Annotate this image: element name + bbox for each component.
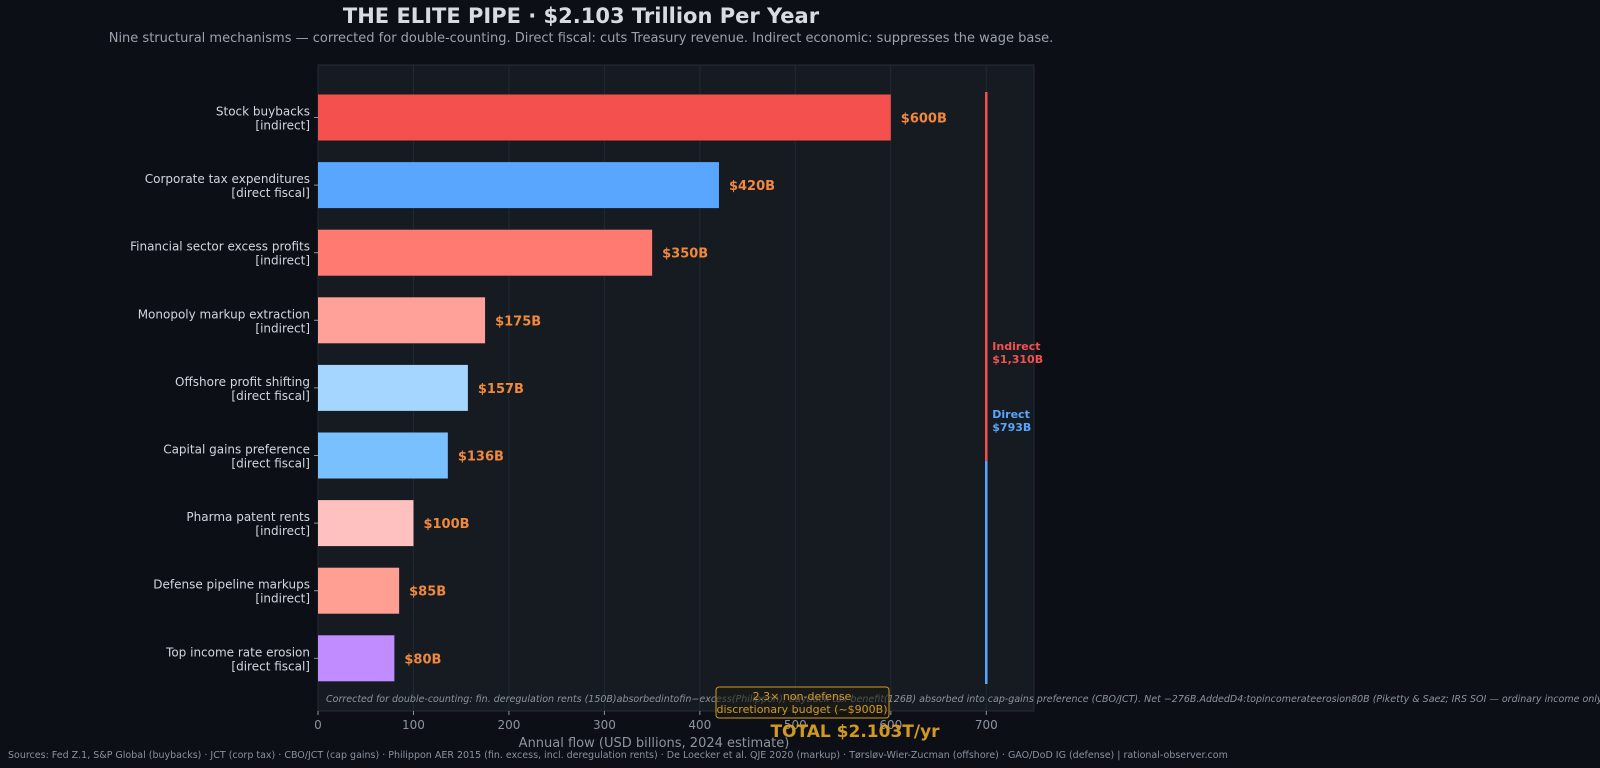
bar-value-label: $600B [901,112,947,127]
category-type-label: [direct fiscal] [231,457,310,471]
split-segment-name: Direct [992,408,1030,421]
sources-note: Sources: Fed Z.1, S&P Global (buybacks) … [8,750,1228,761]
bar [318,635,395,682]
category-label: Stock buybacks [216,105,310,119]
category-label: Pharma patent rents [186,510,310,524]
bar [318,94,891,141]
category-type-label: [indirect] [255,592,310,606]
category-label: Offshore profit shifting [175,375,310,389]
x-tick-label: 400 [688,718,711,732]
bar [318,297,486,344]
total-label: TOTAL $2.103T/yr [770,722,940,742]
category-label: Financial sector excess profits [130,240,310,254]
split-segment-value: $1,310B [992,353,1043,366]
chart-subtitle: Nine structural mechanisms — corrected f… [108,31,1054,46]
bar [318,162,719,209]
bar [318,432,448,479]
x-tick-label: 500 [784,718,807,732]
split-segment-value: $793B [992,421,1031,434]
x-tick-label: 600 [879,718,902,732]
bar-value-label: $85B [409,585,446,600]
category-type-label: [direct fiscal] [231,389,310,403]
split-segment-name: Indirect [992,340,1040,353]
category-label: Monopoly markup extraction [138,307,310,321]
x-tick-label: 0 [314,718,322,732]
bar-value-label: $350B [662,247,708,262]
category-type-label: [indirect] [255,524,310,538]
category-label: Corporate tax expenditures [145,172,310,186]
category-type-label: [indirect] [255,119,310,133]
category-type-label: [indirect] [255,254,310,268]
bar-value-label: $420B [729,179,775,194]
category-type-label: [direct fiscal] [231,659,310,673]
bar [318,500,414,547]
category-type-label: [indirect] [255,321,310,335]
bar-value-label: $175B [495,314,541,329]
bar [318,567,400,614]
callout-line-2: discretionary budget (~$900B) [716,703,887,716]
x-tick-label: 100 [402,718,425,732]
bar-value-label: $80B [404,652,441,667]
bar-value-label: $100B [423,517,469,532]
category-label: Top income rate erosion [165,645,310,659]
callout-box [715,686,890,719]
double-count-footnote: Corrected for double-counting: fin. dere… [326,694,1600,705]
category-type-label: [direct fiscal] [231,186,310,200]
bar [318,229,653,276]
chart-title: THE ELITE PIPE · $2.103 Trillion Per Yea… [342,4,820,28]
x-axis-label: Annual flow (USD billions, 2024 estimate… [519,736,790,751]
category-label: Capital gains preference [163,443,310,457]
bar-value-label: $157B [478,382,524,397]
bar [318,364,468,411]
x-tick-label: 200 [497,718,520,732]
x-tick-label: 300 [593,718,616,732]
x-tick-label: 700 [975,718,998,732]
callout-line-1: 2.3× non-defense [753,690,852,703]
category-label: Defense pipeline markups [153,578,310,592]
bar-value-label: $136B [458,450,504,465]
